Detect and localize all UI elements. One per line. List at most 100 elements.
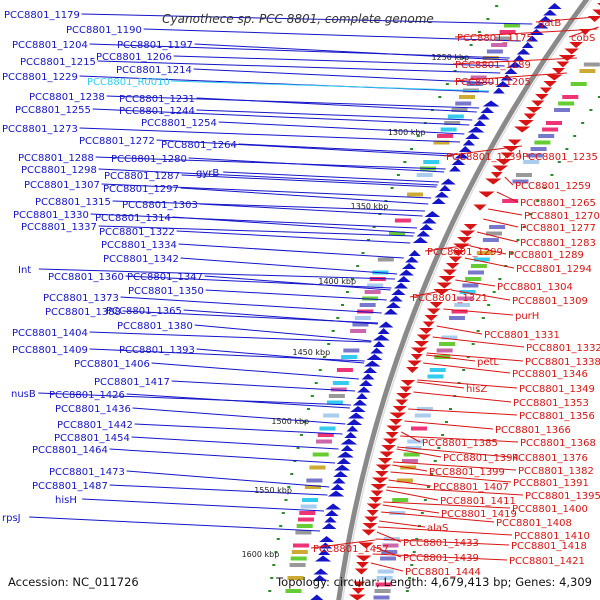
forward-gene-arrow	[507, 61, 523, 68]
right-gene-label: PCC8801_1294	[516, 264, 592, 275]
inner-feature-block	[407, 439, 424, 444]
forward-gene-arrow	[363, 367, 378, 373]
left-gene-label: PCC8801_1280	[111, 154, 187, 165]
outer-feature-block	[447, 114, 464, 119]
outer-dot	[372, 226, 376, 228]
outer-feature-block	[451, 108, 468, 112]
right-connector	[443, 145, 522, 157]
right-connector	[450, 289, 511, 301]
inner-feature-block	[542, 127, 559, 132]
reverse-gene-arrow	[389, 412, 407, 419]
reverse-gene-arrow	[569, 42, 583, 48]
left-gene-label: PCC8801_1190	[66, 25, 142, 36]
outer-dot	[356, 265, 360, 267]
left-gene-label: PCC8801_1365	[106, 306, 182, 317]
outer-feature-block	[416, 173, 433, 177]
forward-gene-arrow	[346, 419, 363, 425]
inner-feature-block	[558, 101, 575, 106]
left-gene-label: PCC8801_R0010	[87, 77, 170, 88]
left-connector	[98, 168, 438, 186]
inner-feature-block	[382, 543, 399, 548]
inner-feature-block	[526, 153, 543, 158]
inner-feature-block	[381, 550, 398, 554]
right-gene-label: PCC8801_1439	[403, 553, 479, 564]
left-gene-label: PCC8801_1373	[43, 293, 119, 304]
forward-gene-arrow	[333, 471, 348, 477]
outer-feature-block	[407, 192, 424, 197]
inner-feature-block	[579, 69, 596, 73]
left-connector	[238, 143, 454, 155]
reverse-gene-arrow	[375, 471, 389, 477]
forward-gene-arrow	[318, 549, 331, 555]
left-connector	[181, 174, 437, 188]
forward-gene-arrow	[372, 334, 390, 341]
right-gene-label: PCC8801_1366	[495, 425, 571, 436]
left-connector	[143, 28, 521, 42]
inner-feature-block	[470, 264, 487, 268]
forward-gene-arrow	[458, 146, 472, 152]
genome-backbone	[336, 0, 593, 600]
left-connector	[131, 436, 339, 450]
outer-feature-block	[364, 290, 381, 294]
right-connector	[425, 354, 476, 362]
left-connector	[176, 230, 411, 244]
left-connector	[101, 183, 432, 199]
left-gene-label: PCC8801_1330	[13, 210, 89, 221]
left-gene-label: PCC8801_1206	[96, 52, 172, 63]
outer-feature-block	[296, 524, 313, 528]
forward-gene-arrow	[454, 152, 470, 159]
left-gene-label: PCC8801_1393	[119, 345, 195, 356]
left-connector	[196, 97, 477, 113]
outer-dot	[453, 70, 457, 72]
forward-gene-arrow	[352, 399, 368, 406]
right-gene-label: PCC8801_1321	[412, 293, 488, 304]
reverse-gene-arrow	[459, 230, 476, 237]
right-gene-label: PCC8801_1433	[403, 538, 479, 549]
left-gene-label: rpsJ	[2, 513, 21, 524]
left-gene-label: Int	[18, 265, 31, 276]
outer-feature-block	[290, 556, 307, 561]
right-connector	[397, 446, 511, 458]
left-gene-label: PCC8801_1254	[141, 118, 217, 129]
right-connector	[488, 208, 523, 216]
inner-dot	[441, 434, 445, 436]
forward-gene-arrow	[356, 393, 368, 399]
right-gene-label: PCC8801_1277	[520, 223, 596, 234]
outer-feature-block	[499, 30, 516, 34]
forward-gene-arrow	[547, 3, 562, 9]
left-connector	[109, 484, 328, 496]
right-gene-label: PCC8801_1175	[457, 33, 533, 44]
reverse-gene-arrow	[386, 425, 402, 432]
reverse-gene-arrow	[535, 94, 549, 100]
outer-feature-block	[367, 283, 384, 288]
inner-feature-block	[376, 576, 393, 580]
reverse-gene-arrow	[543, 81, 557, 87]
outer-dot	[390, 187, 394, 189]
right-gene-label: PCC8801_1410	[514, 531, 590, 542]
left-gene-label: PCC8801_1360	[48, 272, 124, 283]
forward-gene-arrow	[434, 191, 449, 198]
outer-dot	[272, 564, 276, 566]
gene-labels: PCC8801_1179 PCC8801_1190 PCC8801_1204 PCC8…	[2, 10, 600, 578]
inner-feature-block	[473, 257, 490, 262]
right-gene-label: PCC8801_1349	[519, 384, 595, 395]
right-connector	[443, 308, 514, 316]
left-connector	[79, 127, 461, 143]
outer-feature-block	[433, 140, 450, 145]
reverse-gene-arrow	[518, 120, 534, 126]
right-connector	[400, 435, 519, 443]
kbp-ticks: 1250 kbp 1300 kbp 1350 kbp 1400 kbp 1450 kbp…	[242, 53, 470, 559]
reverse-gene-arrow	[406, 367, 419, 373]
right-connector	[432, 336, 525, 348]
inner-dot	[420, 512, 424, 514]
forward-gene-arrow	[336, 458, 351, 464]
left-connector	[194, 43, 509, 61]
forward-gene-arrow	[533, 22, 549, 29]
forward-gene-arrow	[451, 159, 466, 165]
forward-gene-arrow	[313, 568, 329, 575]
reverse-gene-arrow	[399, 386, 413, 393]
right-connector	[409, 288, 452, 298]
reverse-gene-arrow	[381, 445, 396, 451]
outer-dot	[469, 44, 473, 46]
outer-feature-block	[343, 348, 360, 353]
